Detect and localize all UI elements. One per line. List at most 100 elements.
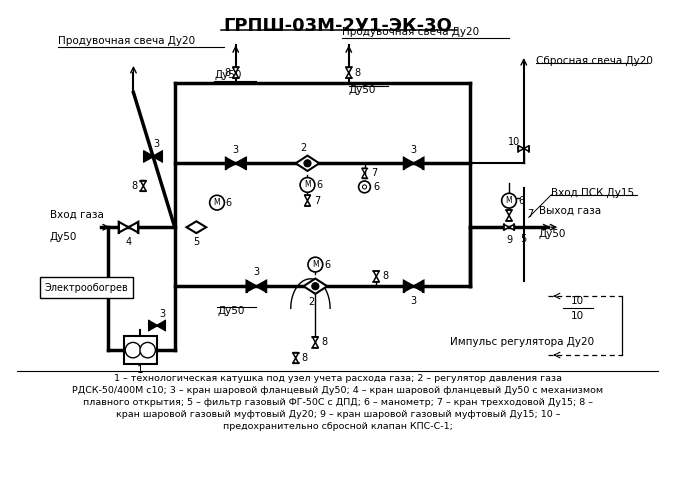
Polygon shape — [233, 68, 239, 73]
Text: 7: 7 — [314, 196, 321, 205]
Polygon shape — [157, 321, 165, 330]
Polygon shape — [506, 216, 512, 221]
Text: 3: 3 — [159, 309, 165, 319]
Text: 2: 2 — [308, 297, 314, 307]
Text: М: М — [304, 180, 311, 190]
Circle shape — [125, 342, 140, 358]
Polygon shape — [503, 224, 509, 230]
Text: Продувочная свеча Ду20: Продувочная свеча Ду20 — [58, 36, 195, 46]
Bar — [123, 336, 157, 364]
Text: 2: 2 — [300, 143, 307, 153]
Text: 8: 8 — [355, 68, 361, 78]
Text: 3: 3 — [411, 144, 417, 155]
Text: 6: 6 — [519, 196, 525, 205]
Polygon shape — [140, 186, 146, 192]
Polygon shape — [312, 342, 318, 348]
Polygon shape — [362, 168, 367, 173]
Text: Сбросная свеча Ду20: Сбросная свеча Ду20 — [535, 56, 653, 66]
Text: М: М — [312, 260, 318, 269]
Text: 6: 6 — [373, 182, 379, 192]
Circle shape — [140, 342, 155, 358]
Text: М: М — [213, 198, 220, 207]
Text: 8: 8 — [225, 68, 231, 78]
Polygon shape — [312, 337, 318, 342]
Polygon shape — [404, 158, 414, 168]
Polygon shape — [145, 152, 153, 161]
Circle shape — [359, 181, 370, 193]
Text: 10: 10 — [572, 296, 584, 306]
Text: 5: 5 — [520, 234, 527, 244]
Text: 3: 3 — [253, 267, 259, 277]
Polygon shape — [236, 158, 246, 168]
Polygon shape — [140, 180, 146, 186]
Polygon shape — [246, 281, 256, 292]
Polygon shape — [296, 156, 319, 171]
Polygon shape — [414, 158, 424, 168]
Text: 4: 4 — [125, 237, 132, 247]
Circle shape — [312, 283, 319, 290]
Circle shape — [300, 178, 315, 192]
Polygon shape — [506, 210, 512, 216]
Polygon shape — [518, 145, 524, 152]
Text: 8: 8 — [132, 181, 138, 191]
Text: 8: 8 — [301, 353, 308, 363]
Text: Выход газа: Выход газа — [539, 205, 601, 216]
Circle shape — [502, 193, 516, 208]
Polygon shape — [293, 358, 299, 363]
Polygon shape — [414, 281, 424, 292]
Text: 6: 6 — [316, 180, 323, 190]
Circle shape — [209, 195, 224, 210]
Text: 1: 1 — [137, 365, 144, 375]
Circle shape — [308, 257, 323, 272]
Text: Импульс регулятора Ду20: Импульс регулятора Ду20 — [450, 337, 594, 347]
Polygon shape — [524, 145, 529, 152]
Text: 7: 7 — [371, 168, 377, 178]
Polygon shape — [187, 221, 206, 233]
Circle shape — [304, 160, 311, 167]
Text: 3: 3 — [233, 144, 239, 155]
Polygon shape — [346, 73, 352, 78]
Polygon shape — [233, 73, 239, 78]
Polygon shape — [373, 271, 379, 276]
Text: Ду50: Ду50 — [217, 306, 244, 316]
Text: Вход ПСК Ду15: Вход ПСК Ду15 — [551, 188, 634, 198]
Text: 3: 3 — [411, 296, 417, 306]
Polygon shape — [304, 195, 310, 201]
Text: 8: 8 — [382, 271, 388, 281]
Text: 6: 6 — [324, 260, 330, 270]
Text: 6: 6 — [226, 198, 232, 208]
Polygon shape — [404, 281, 414, 292]
Text: Ду50: Ду50 — [214, 70, 241, 80]
Text: Ду50: Ду50 — [539, 229, 566, 239]
Polygon shape — [362, 173, 367, 178]
Circle shape — [362, 185, 366, 189]
Text: Ду50: Ду50 — [349, 84, 376, 95]
Bar — [40, 277, 134, 298]
Text: 8: 8 — [321, 337, 327, 347]
Polygon shape — [373, 276, 379, 282]
Text: 10: 10 — [508, 137, 520, 147]
Polygon shape — [509, 224, 514, 230]
Text: 1 – технологическая катушка под узел учета расхода газа; 2 – регулятор давления : 1 – технологическая катушка под узел уче… — [72, 374, 604, 432]
Polygon shape — [119, 222, 128, 233]
Polygon shape — [346, 68, 352, 73]
Text: 10: 10 — [572, 311, 584, 321]
Text: 7: 7 — [528, 209, 534, 219]
Polygon shape — [149, 321, 157, 330]
Polygon shape — [128, 222, 138, 233]
Polygon shape — [256, 281, 266, 292]
Text: ГРПШ-03М-2У1-ЭК-3О: ГРПШ-03М-2У1-ЭК-3О — [224, 17, 452, 35]
Text: 3: 3 — [153, 139, 159, 149]
Text: 9: 9 — [506, 235, 512, 245]
Text: 5: 5 — [193, 237, 200, 247]
Polygon shape — [304, 201, 310, 206]
Text: Вход газа: Вход газа — [50, 209, 104, 219]
Text: М: М — [506, 196, 512, 205]
Polygon shape — [303, 278, 327, 294]
Text: Электрообогрев: Электрообогрев — [45, 283, 129, 293]
Polygon shape — [293, 353, 299, 358]
Text: Продувочная свеча Ду20: Продувочная свеча Ду20 — [342, 27, 479, 37]
Polygon shape — [153, 152, 162, 161]
Polygon shape — [226, 158, 236, 168]
Text: Ду50: Ду50 — [50, 232, 77, 242]
